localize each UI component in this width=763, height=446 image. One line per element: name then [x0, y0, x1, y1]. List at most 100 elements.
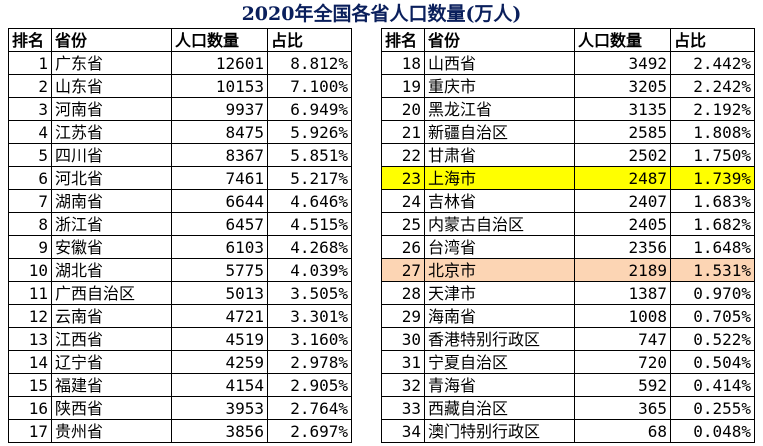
share-cell: 4.515% — [267, 212, 352, 236]
table-row: 27 北京市 2189 1.531% — [381, 258, 755, 282]
population-cell: 2405 — [574, 212, 671, 236]
rank-cell: 5 — [8, 143, 52, 167]
province-cell: 河北省 — [51, 166, 172, 190]
population-cell: 68 — [574, 419, 671, 443]
share-cell: 0.048% — [670, 419, 755, 443]
population-cell: 4259 — [171, 350, 268, 374]
share-cell: 0.705% — [670, 304, 755, 328]
share-cell: 1.808% — [670, 120, 755, 144]
rank-cell: 2 — [8, 74, 52, 98]
population-cell: 10153 — [171, 74, 268, 98]
share-cell: 2.764% — [267, 396, 352, 420]
rank-cell: 11 — [8, 281, 52, 305]
share-cell: 1.683% — [670, 189, 755, 213]
population-cell: 4154 — [171, 373, 268, 397]
rank-cell: 26 — [381, 235, 425, 259]
population-table-right: 排名 省份 人口数量 占比 18 山西省 3492 2.442% 19 重庆市 3205 2.… — [381, 28, 755, 443]
rank-cell: 27 — [381, 258, 425, 282]
table-row: 9 安徽省 6103 4.268% — [8, 235, 352, 259]
table-row: 30 香港特别行政区 747 0.522% — [381, 327, 755, 351]
population-cell: 8367 — [171, 143, 268, 167]
table-row: 28 天津市 1387 0.970% — [381, 281, 755, 305]
province-cell: 江西省 — [51, 327, 172, 351]
table-row: 17 贵州省 3856 2.697% — [8, 419, 352, 443]
rank-cell: 4 — [8, 120, 52, 144]
rank-cell: 18 — [381, 51, 425, 75]
table-row: 4 江苏省 8475 5.926% — [8, 120, 352, 144]
population-cell: 592 — [574, 373, 671, 397]
province-cell: 江苏省 — [51, 120, 172, 144]
province-cell: 福建省 — [51, 373, 172, 397]
table-row: 15 福建省 4154 2.905% — [8, 373, 352, 397]
province-cell: 青海省 — [424, 373, 575, 397]
share-cell: 5.926% — [267, 120, 352, 144]
province-cell: 浙江省 — [51, 212, 172, 236]
population-cell: 5013 — [171, 281, 268, 305]
population-cell: 3205 — [574, 74, 671, 98]
rank-cell: 14 — [8, 350, 52, 374]
share-cell: 4.039% — [267, 258, 352, 282]
share-cell: 3.160% — [267, 327, 352, 351]
population-cell: 2585 — [574, 120, 671, 144]
share-cell: 2.442% — [670, 51, 755, 75]
population-cell: 4519 — [171, 327, 268, 351]
population-cell: 720 — [574, 350, 671, 374]
province-cell: 宁夏自治区 — [424, 350, 575, 374]
province-cell: 新疆自治区 — [424, 120, 575, 144]
province-cell: 湖南省 — [51, 189, 172, 213]
population-cell: 3953 — [171, 396, 268, 420]
province-cell: 广西自治区 — [51, 281, 172, 305]
header-province: 省份 — [51, 28, 172, 52]
share-cell: 8.812% — [267, 51, 352, 75]
population-cell: 5775 — [171, 258, 268, 282]
table-row: 12 云南省 4721 3.301% — [8, 304, 352, 328]
share-cell: 6.949% — [267, 97, 352, 121]
table-row: 34 澳门特别行政区 68 0.048% — [381, 419, 755, 443]
rank-cell: 21 — [381, 120, 425, 144]
province-cell: 黑龙江省 — [424, 97, 575, 121]
population-cell: 3135 — [574, 97, 671, 121]
rank-cell: 32 — [381, 373, 425, 397]
province-cell: 重庆市 — [424, 74, 575, 98]
table-row: 29 海南省 1008 0.705% — [381, 304, 755, 328]
rank-cell: 8 — [8, 212, 52, 236]
rank-cell: 1 — [8, 51, 52, 75]
table-row: 14 辽宁省 4259 2.978% — [8, 350, 352, 374]
table-row: 32 青海省 592 0.414% — [381, 373, 755, 397]
province-cell: 四川省 — [51, 143, 172, 167]
population-cell: 1008 — [574, 304, 671, 328]
rank-cell: 28 — [381, 281, 425, 305]
share-cell: 0.522% — [670, 327, 755, 351]
population-cell: 6457 — [171, 212, 268, 236]
province-cell: 云南省 — [51, 304, 172, 328]
share-cell: 1.682% — [670, 212, 755, 236]
table-row: 11 广西自治区 5013 3.505% — [8, 281, 352, 305]
province-cell: 香港特别行政区 — [424, 327, 575, 351]
province-cell: 贵州省 — [51, 419, 172, 443]
population-table-left: 排名 省份 人口数量 占比 1 广东省 12601 8.812% 2 山东省 10153 7.… — [8, 28, 352, 443]
share-cell: 5.217% — [267, 166, 352, 190]
table-row: 8 浙江省 6457 4.515% — [8, 212, 352, 236]
header-rank: 排名 — [8, 28, 52, 52]
share-cell: 0.504% — [670, 350, 755, 374]
header-province: 省份 — [424, 28, 575, 52]
share-cell: 2.697% — [267, 419, 352, 443]
share-cell: 0.414% — [670, 373, 755, 397]
population-cell: 2189 — [574, 258, 671, 282]
table-row: 33 西藏自治区 365 0.255% — [381, 396, 755, 420]
table-row: 21 新疆自治区 2585 1.808% — [381, 120, 755, 144]
share-cell: 3.301% — [267, 304, 352, 328]
population-cell: 3856 — [171, 419, 268, 443]
population-cell: 12601 — [171, 51, 268, 75]
province-cell: 吉林省 — [424, 189, 575, 213]
table-row: 10 湖北省 5775 4.039% — [8, 258, 352, 282]
table-row: 13 江西省 4519 3.160% — [8, 327, 352, 351]
share-cell: 5.851% — [267, 143, 352, 167]
table-row: 16 陕西省 3953 2.764% — [8, 396, 352, 420]
rank-cell: 31 — [381, 350, 425, 374]
rank-cell: 33 — [381, 396, 425, 420]
rank-cell: 3 — [8, 97, 52, 121]
table-row: 2 山东省 10153 7.100% — [8, 74, 352, 98]
table-row: 23 上海市 2487 1.739% — [381, 166, 755, 190]
province-cell: 天津市 — [424, 281, 575, 305]
